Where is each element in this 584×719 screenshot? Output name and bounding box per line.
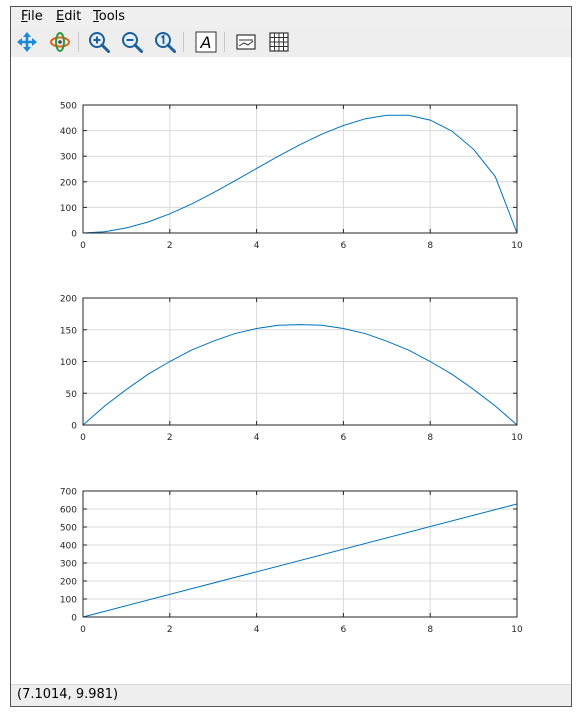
toolbar-separator <box>78 32 79 52</box>
y-tick-label: 200 <box>60 295 77 305</box>
menu-bar: File Edit Tools <box>11 7 571 27</box>
x-tick-label: 8 <box>427 433 433 443</box>
figure-window: File Edit Tools <box>10 6 572 707</box>
text-icon: A <box>195 31 217 53</box>
series-line <box>82 503 518 618</box>
plot-area <box>83 105 517 233</box>
y-tick-label: 500 <box>60 102 77 112</box>
menu-file-label: ile <box>27 9 43 24</box>
y-tick-label: 400 <box>60 542 77 552</box>
y-tick-label: 200 <box>60 578 77 588</box>
zoom-in-button[interactable] <box>87 30 111 54</box>
x-tick-label: 6 <box>341 433 347 443</box>
toolbar: A <box>11 27 571 57</box>
y-tick-label: 50 <box>66 390 78 400</box>
y-tick-label: 300 <box>60 153 77 163</box>
x-tick-label: 10 <box>511 241 523 251</box>
x-tick-label: 6 <box>341 625 347 635</box>
x-tick-label: 10 <box>511 625 523 635</box>
y-tick-label: 400 <box>60 127 77 137</box>
menu-edit[interactable]: Edit <box>56 9 81 24</box>
y-tick-label: 0 <box>71 230 77 240</box>
y-tick-label: 0 <box>71 422 77 432</box>
legend-button[interactable] <box>234 30 258 54</box>
toolbar-separator <box>224 32 225 52</box>
menu-file[interactable]: File <box>21 9 43 24</box>
zoom-reset-icon <box>155 32 176 53</box>
axes-box <box>82 490 518 618</box>
zoom-out-icon <box>122 32 143 53</box>
pan-icon <box>17 32 37 52</box>
x-tick-label: 6 <box>341 241 347 251</box>
x-tick-label: 0 <box>80 241 86 251</box>
x-tick-label: 4 <box>254 241 260 251</box>
y-tick-label: 200 <box>60 178 77 188</box>
axes-box <box>82 297 518 426</box>
y-tick-label: 0 <box>71 614 77 624</box>
rotate-icon <box>50 32 70 52</box>
x-tick-label: 2 <box>167 241 173 251</box>
pan-button[interactable] <box>15 30 39 54</box>
series-line <box>82 114 518 234</box>
status-bar: (7.1014, 9.981) <box>11 684 571 706</box>
x-tick-label: 4 <box>254 433 260 443</box>
y-tick-label: 600 <box>60 506 77 516</box>
x-tick-label: 8 <box>427 625 433 635</box>
grid-icon <box>269 32 289 52</box>
toolbar-separator <box>183 32 184 52</box>
legend-icon <box>236 34 256 50</box>
menu-edit-label: dit <box>64 9 82 24</box>
menu-tools[interactable]: Tools <box>93 9 125 24</box>
text-button[interactable]: A <box>194 30 218 54</box>
axes-box <box>82 104 518 234</box>
x-tick-label: 2 <box>167 625 173 635</box>
y-tick-label: 500 <box>60 524 77 534</box>
x-tick-label: 4 <box>254 625 260 635</box>
y-tick-label: 100 <box>60 204 77 214</box>
text-icon-glyph: A <box>200 33 212 52</box>
menu-tools-label: ools <box>98 9 126 24</box>
menu-file-mnemonic: F <box>21 9 28 24</box>
figure-canvas[interactable]: 0 2 4 6 8 10 0 100 200 300 400 500 0 2 4 6 8 10 0 50 100 150 2… <box>11 57 571 687</box>
menu-tools-mnemonic: T <box>93 9 99 24</box>
cursor-coordinates: (7.1014, 9.981) <box>17 687 119 702</box>
zoom-reset-button[interactable] <box>153 30 177 54</box>
x-tick-label: 0 <box>80 433 86 443</box>
zoom-out-button[interactable] <box>120 30 144 54</box>
plot-area <box>83 491 517 617</box>
y-tick-label: 300 <box>60 560 77 570</box>
y-tick-label: 700 <box>60 488 77 498</box>
series-line <box>82 324 518 426</box>
x-tick-label: 8 <box>427 241 433 251</box>
y-tick-label: 150 <box>60 326 77 336</box>
x-tick-label: 0 <box>80 625 86 635</box>
menu-edit-mnemonic: E <box>56 9 65 24</box>
grid-button[interactable] <box>267 30 291 54</box>
x-tick-label: 2 <box>167 433 173 443</box>
y-tick-label: 100 <box>60 596 77 606</box>
zoom-in-icon <box>89 32 110 53</box>
y-tick-label: 100 <box>60 358 77 368</box>
rotate-button[interactable] <box>48 30 72 54</box>
x-tick-label: 10 <box>511 433 523 443</box>
